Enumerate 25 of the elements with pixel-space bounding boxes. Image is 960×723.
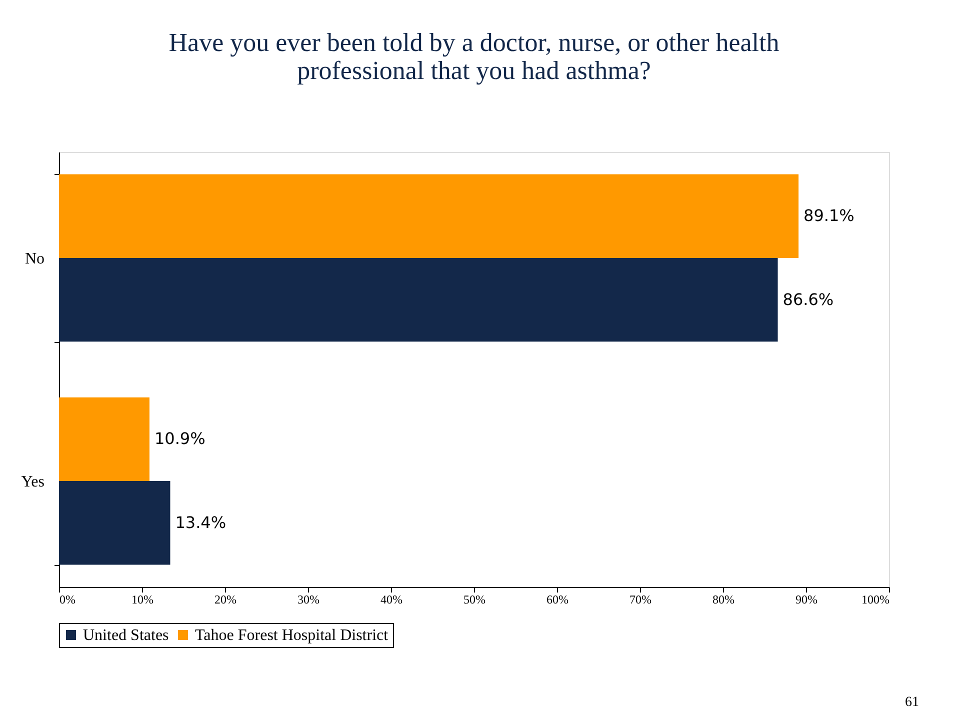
x-tick-label: 70% — [630, 592, 652, 606]
bar — [59, 397, 150, 482]
x-tick-label: 100% — [862, 592, 890, 606]
chart-title: Have you ever been told by a doctor, nurse, or other health professional that you had asthma? — [168, 28, 780, 85]
legend-label: United States — [83, 627, 169, 644]
x-tick-label: 90% — [796, 592, 818, 606]
x-tick-label: 10% — [132, 592, 154, 606]
x-tick-label: 40% — [380, 592, 402, 606]
bar — [59, 481, 170, 565]
data-label: 89.1% — [804, 206, 854, 226]
x-tick-label: 80% — [712, 592, 734, 606]
y-tick-label: Yes — [21, 474, 44, 491]
y-tick-label: No — [24, 250, 44, 268]
bar — [59, 174, 799, 258]
data-label: 13.4% — [175, 512, 226, 532]
bar — [59, 258, 778, 342]
text: 61 — [905, 695, 919, 710]
data-label: 86.6% — [782, 290, 834, 309]
data-label: 10.9% — [154, 429, 206, 448]
x-tick-label: 0% — [60, 592, 76, 606]
x-tick-label: 20% — [214, 592, 236, 606]
x-tick-label: 30% — [298, 592, 320, 606]
x-tick-label: 60% — [546, 592, 568, 606]
x-tick-label: 50% — [464, 592, 486, 606]
legend-label: Tahoe Forest Hospital District — [195, 627, 389, 644]
